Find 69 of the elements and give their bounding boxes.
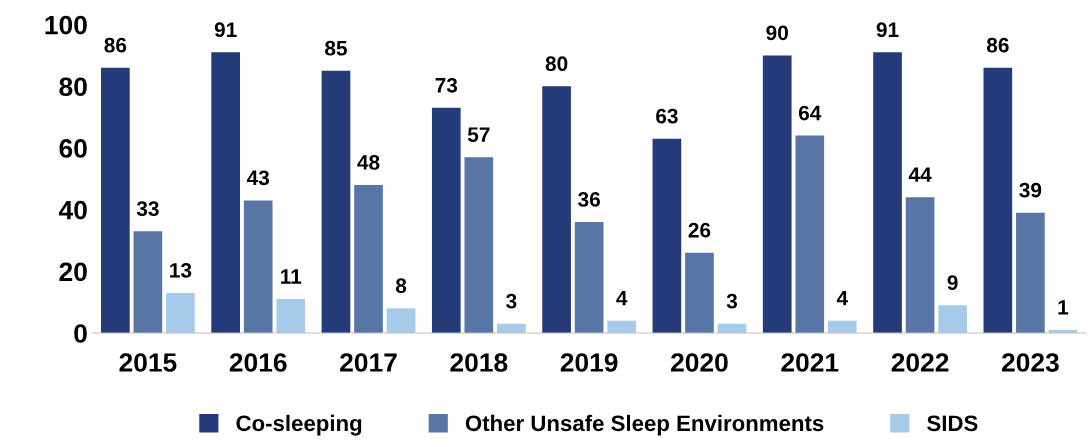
- y-tick-label: 0: [74, 324, 87, 343]
- bar: [276, 299, 306, 334]
- data-label: 85: [325, 40, 347, 56]
- data-label: 3: [506, 293, 517, 309]
- data-label: 91: [876, 22, 899, 38]
- bar: [321, 70, 351, 334]
- data-label: 91: [214, 22, 237, 38]
- data-label: 33: [136, 201, 159, 217]
- data-label: 9: [947, 275, 958, 291]
- bar: [795, 135, 825, 334]
- x-tick-label: 2017: [340, 353, 397, 372]
- x-tick-label: 2018: [450, 353, 508, 372]
- data-label: 73: [435, 77, 458, 93]
- bar: [574, 221, 604, 334]
- data-label: 26: [688, 222, 711, 238]
- bar: [354, 184, 383, 334]
- bar: [983, 67, 1013, 334]
- bar: [607, 320, 637, 334]
- data-label: 48: [357, 154, 380, 170]
- data-label: 8: [395, 278, 407, 294]
- y-tick-label: 80: [59, 77, 87, 97]
- bar: [827, 320, 857, 334]
- data-label: 13: [170, 262, 192, 278]
- bar: [873, 52, 902, 334]
- bar: [464, 157, 494, 334]
- bar: [685, 252, 714, 334]
- y-tick-label: 100: [45, 15, 87, 35]
- x-tick-label: 2021: [781, 353, 839, 372]
- data-label: 90: [766, 25, 788, 41]
- bar: [133, 231, 163, 334]
- legend-label: Co-sleeping: [236, 414, 362, 436]
- bar: [1016, 212, 1045, 334]
- bar: [243, 200, 273, 334]
- bar: [101, 67, 130, 334]
- data-label: 1: [1058, 300, 1069, 315]
- bar: [762, 55, 792, 334]
- data-label: 36: [578, 192, 600, 207]
- data-label: 80: [545, 56, 568, 72]
- x-tick-label: 2016: [229, 353, 287, 372]
- data-label: 86: [986, 37, 1009, 53]
- data-label: 39: [1019, 182, 1042, 198]
- data-label: 4: [836, 290, 848, 306]
- bar: [211, 52, 240, 334]
- bar: [542, 86, 571, 334]
- data-label: 43: [246, 170, 270, 186]
- y-tick-label: 60: [59, 139, 87, 158]
- y-tick-label: 20: [59, 262, 87, 282]
- x-tick-label: 2015: [119, 353, 177, 372]
- data-label: 11: [281, 269, 302, 284]
- data-label: 44: [908, 167, 932, 182]
- data-label: 4: [616, 290, 628, 306]
- y-tick-label: 40: [58, 200, 87, 220]
- data-label: 86: [104, 37, 127, 53]
- bar: [652, 138, 682, 334]
- bar: [905, 197, 935, 334]
- x-tick-label: 2019: [560, 353, 618, 372]
- x-tick-label: 2022: [891, 353, 949, 372]
- x-tick-label: 2020: [671, 353, 728, 372]
- data-label: 3: [726, 293, 738, 309]
- data-label: 64: [798, 105, 822, 121]
- data-label: 63: [656, 108, 678, 124]
- x-tick-label: 2023: [1001, 353, 1059, 372]
- legend-label: Other Unsafe Sleep Environments: [465, 414, 824, 436]
- data-label: 57: [467, 127, 490, 142]
- legend-label: SIDS: [927, 415, 978, 432]
- bar: [938, 305, 967, 334]
- bar: [166, 292, 195, 334]
- bar: [431, 107, 461, 334]
- bar: [386, 308, 416, 334]
